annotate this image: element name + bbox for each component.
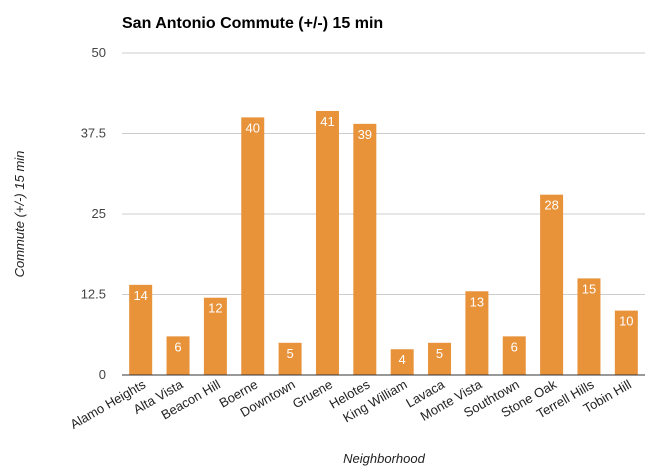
data-label: 5 (436, 346, 443, 361)
bar (577, 278, 601, 375)
bar (540, 194, 564, 375)
data-labels: 14 6 12 40 5 41 39 4 5 13 6 28 15 10 (133, 114, 633, 367)
bar (203, 297, 227, 375)
data-label: 28 (544, 198, 558, 213)
y-tick-label: 50 (92, 45, 106, 60)
data-label: 13 (470, 294, 484, 309)
bar (390, 349, 414, 375)
gridlines (122, 52, 645, 295)
x-axis-title: Neighborhood (343, 451, 425, 466)
data-label: 12 (208, 301, 222, 316)
bars (129, 110, 638, 376)
bar (129, 284, 153, 375)
bar (241, 117, 265, 376)
y-axis-title: Commute (+/-) 15 min (12, 151, 27, 278)
data-label: 41 (320, 114, 334, 129)
chart-title: San Antonio Commute (+/-) 15 min (122, 15, 383, 32)
y-tick-label: 25 (92, 206, 106, 221)
bar (465, 291, 489, 375)
data-label: 39 (358, 127, 372, 142)
data-label: 40 (246, 120, 260, 135)
bar (278, 342, 302, 375)
y-tick-label: 0 (99, 367, 106, 382)
bar (353, 123, 377, 375)
data-label: 4 (399, 352, 406, 367)
x-tick-label: Gruene (290, 377, 335, 412)
data-label: 5 (286, 346, 293, 361)
y-tick-label: 37.5 (81, 126, 106, 141)
bar (502, 336, 526, 375)
data-label: 14 (133, 288, 147, 303)
y-tick-label: 12.5 (81, 287, 106, 302)
y-axis-ticks: 0 12.5 25 37.5 50 (81, 45, 106, 382)
bar (428, 342, 452, 375)
data-label: 6 (511, 339, 518, 354)
bar (315, 110, 339, 376)
data-label: 10 (619, 314, 633, 329)
data-label: 15 (582, 281, 596, 296)
bar (166, 336, 190, 375)
bar (614, 310, 638, 375)
data-label: 6 (174, 339, 181, 354)
